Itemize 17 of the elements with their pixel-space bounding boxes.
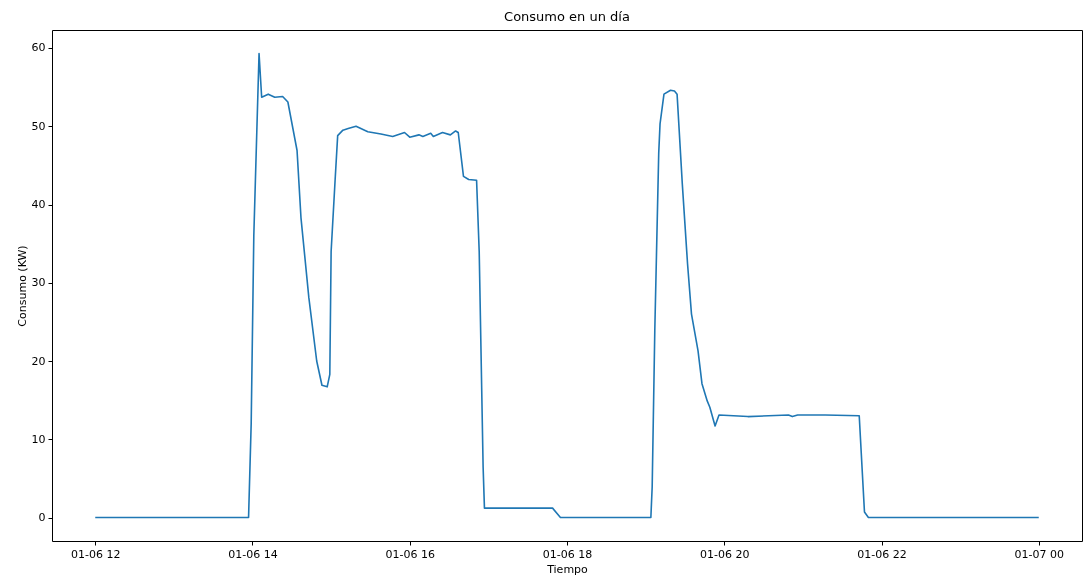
x-tick-label: 01-07 00 [1014, 547, 1064, 561]
x-tick-label: 01-06 14 [228, 547, 278, 561]
x-axis-title: Tiempo [546, 562, 589, 576]
y-tick-label: 30 [31, 276, 46, 290]
x-tick-label: 01-06 12 [71, 547, 121, 561]
x-tick-label: 01-06 18 [542, 547, 593, 561]
x-tick-label: 01-06 16 [385, 547, 435, 561]
x-tick-label: 01-06 22 [857, 547, 907, 561]
y-tick-label: 0 [38, 511, 46, 525]
y-tick-label: 40 [31, 198, 46, 212]
y-tick-label: 10 [31, 432, 46, 446]
y-tick-label: 50 [31, 119, 46, 133]
chart-title: Consumo en un día [504, 9, 630, 24]
y-tick-label: 60 [31, 41, 46, 55]
x-tick-label: 01-06 20 [700, 547, 750, 561]
y-tick-label: 20 [31, 354, 46, 368]
y-axis-title: Consumo (KW) [15, 245, 29, 327]
